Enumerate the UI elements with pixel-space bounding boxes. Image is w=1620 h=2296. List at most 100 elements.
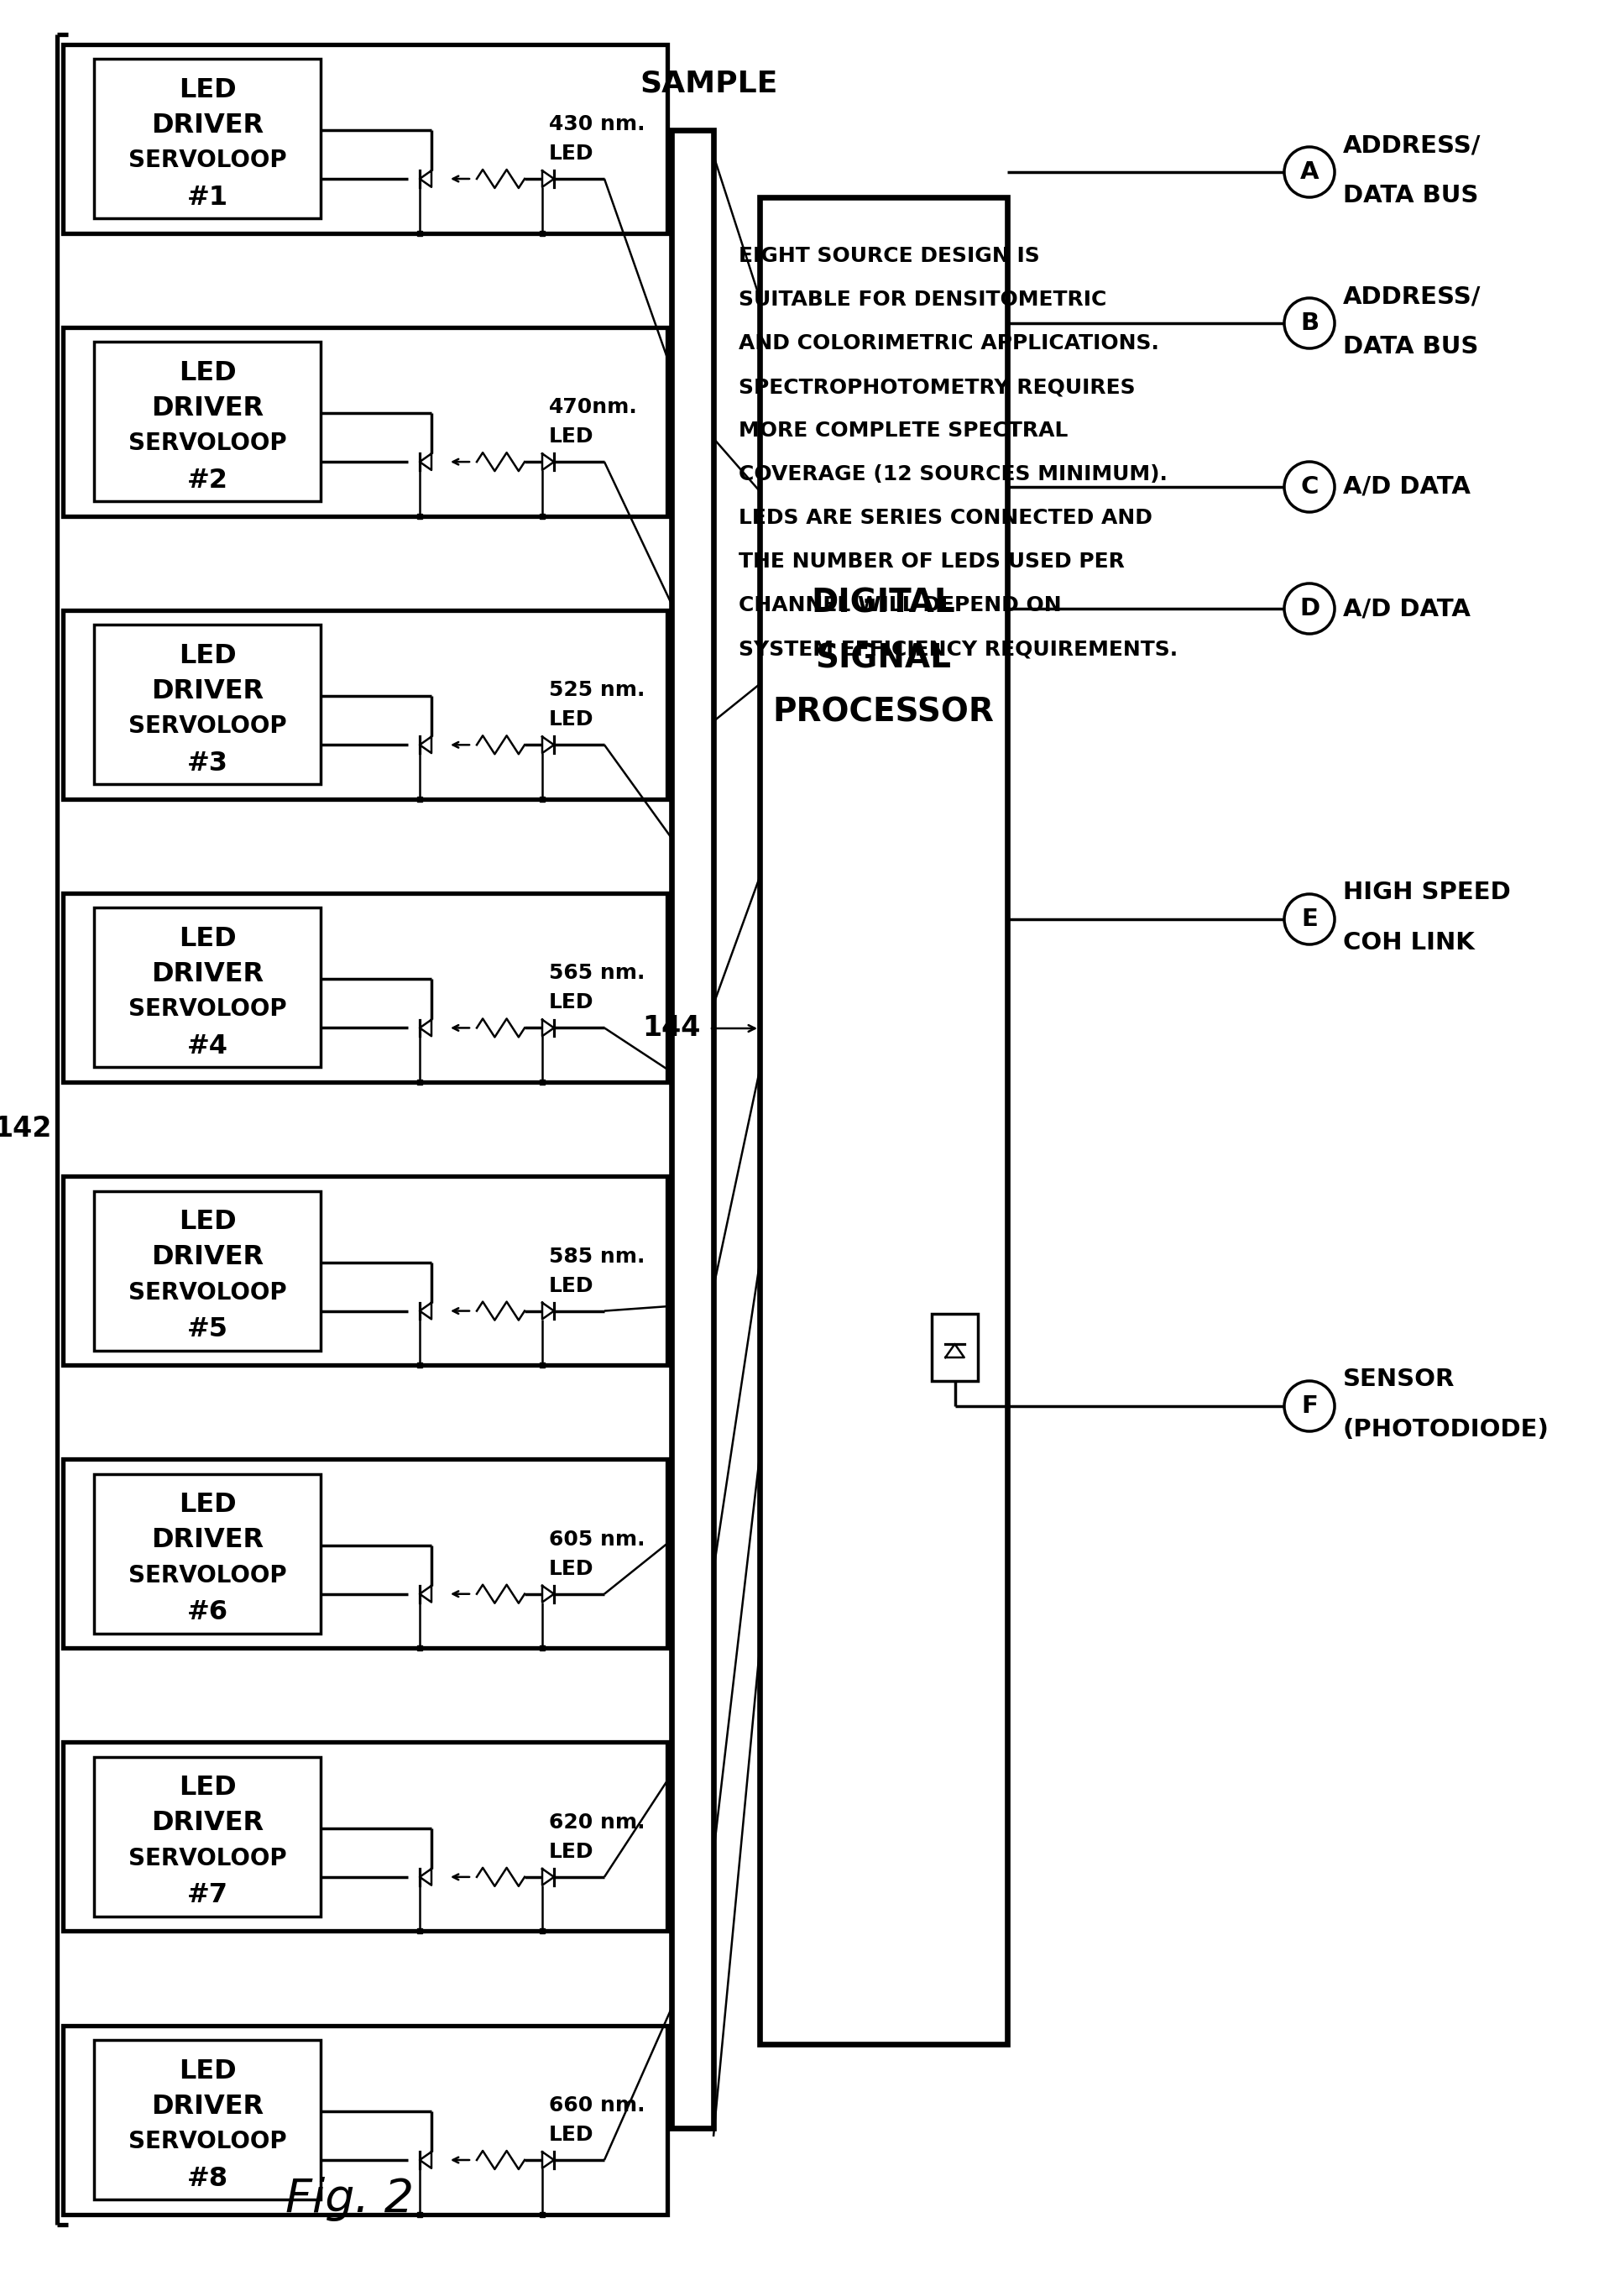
Text: #2: #2 xyxy=(186,468,228,494)
Text: 430 nm.: 430 nm. xyxy=(549,115,645,135)
Text: PROCESSOR: PROCESSOR xyxy=(773,696,995,728)
Text: LED: LED xyxy=(178,76,237,103)
Text: C: C xyxy=(1301,475,1319,498)
Text: DRIVER: DRIVER xyxy=(151,395,264,420)
Bar xyxy=(760,197,1008,2043)
Bar xyxy=(63,1460,667,1649)
Text: SERVOLOOP: SERVOLOOP xyxy=(128,149,287,172)
Text: #7: #7 xyxy=(186,1883,228,1908)
Text: #8: #8 xyxy=(186,2165,228,2190)
Text: DIGITAL: DIGITAL xyxy=(812,588,956,620)
Text: ADDRESS/: ADDRESS/ xyxy=(1343,133,1481,156)
Text: F: F xyxy=(1301,1394,1317,1419)
Text: LED: LED xyxy=(549,1277,595,1295)
Bar xyxy=(63,326,667,517)
Text: SPECTROPHOTOMETRY REQUIRES: SPECTROPHOTOMETRY REQUIRES xyxy=(739,377,1136,397)
Bar xyxy=(94,1756,321,1917)
Text: Fig. 2: Fig. 2 xyxy=(285,2177,413,2223)
Text: DRIVER: DRIVER xyxy=(151,677,264,705)
Text: COVERAGE (12 SOURCES MINIMUM).: COVERAGE (12 SOURCES MINIMUM). xyxy=(739,464,1168,484)
Text: DRIVER: DRIVER xyxy=(151,113,264,138)
Bar xyxy=(63,2025,667,2213)
Text: DRIVER: DRIVER xyxy=(151,1527,264,1552)
Text: LED: LED xyxy=(549,709,595,730)
Text: A/D DATA: A/D DATA xyxy=(1343,597,1471,620)
Text: 605 nm.: 605 nm. xyxy=(549,1529,645,1550)
Text: D: D xyxy=(1299,597,1320,620)
Text: #6: #6 xyxy=(186,1600,228,1626)
Text: EIGHT SOURCE DESIGN IS: EIGHT SOURCE DESIGN IS xyxy=(739,246,1040,266)
Text: (PHOTODIODE): (PHOTODIODE) xyxy=(1343,1419,1549,1442)
Text: #1: #1 xyxy=(186,184,228,211)
Text: THE NUMBER OF LEDS USED PER: THE NUMBER OF LEDS USED PER xyxy=(739,551,1124,572)
Text: SERVOLOOP: SERVOLOOP xyxy=(128,1564,287,1587)
Text: LED: LED xyxy=(549,145,595,163)
Text: MORE COMPLETE SPECTRAL: MORE COMPLETE SPECTRAL xyxy=(739,420,1068,441)
Text: DRIVER: DRIVER xyxy=(151,1809,264,1837)
Text: #4: #4 xyxy=(186,1033,228,1058)
Text: ADDRESS/: ADDRESS/ xyxy=(1343,285,1481,308)
Bar xyxy=(63,893,667,1081)
Bar xyxy=(94,1192,321,1350)
Text: SAMPLE: SAMPLE xyxy=(640,69,778,99)
Bar xyxy=(94,60,321,218)
Text: LED: LED xyxy=(178,643,237,668)
Text: LED: LED xyxy=(178,2057,237,2085)
Text: DRIVER: DRIVER xyxy=(151,1244,264,1270)
Text: 525 nm.: 525 nm. xyxy=(549,680,645,700)
Text: LED: LED xyxy=(549,427,595,448)
Text: LED: LED xyxy=(549,1559,595,1580)
Text: SENSOR: SENSOR xyxy=(1343,1368,1455,1391)
Text: SERVOLOOP: SERVOLOOP xyxy=(128,1281,287,1304)
Text: SERVOLOOP: SERVOLOOP xyxy=(128,432,287,455)
Text: B: B xyxy=(1301,312,1319,335)
Text: LED: LED xyxy=(178,1210,237,1235)
Bar xyxy=(63,1743,667,1931)
Text: DATA BUS: DATA BUS xyxy=(1343,335,1479,358)
Text: #5: #5 xyxy=(186,1316,228,1343)
Text: 470nm.: 470nm. xyxy=(549,397,638,418)
Text: SERVOLOOP: SERVOLOOP xyxy=(128,999,287,1022)
Text: DATA BUS: DATA BUS xyxy=(1343,184,1479,207)
Text: SERVOLOOP: SERVOLOOP xyxy=(128,714,287,737)
Bar xyxy=(63,1176,667,1366)
Text: CHANNEL WILL DEPEND ON: CHANNEL WILL DEPEND ON xyxy=(739,595,1061,615)
Text: A/D DATA: A/D DATA xyxy=(1343,475,1471,498)
Bar xyxy=(63,44,667,232)
Text: 565 nm.: 565 nm. xyxy=(549,964,645,983)
Bar xyxy=(94,625,321,785)
Text: LED: LED xyxy=(549,1841,595,1862)
Text: SYSTEM EFFICIENCY REQUIREMENTS.: SYSTEM EFFICIENCY REQUIREMENTS. xyxy=(739,638,1178,659)
Text: SUITABLE FOR DENSITOMETRIC: SUITABLE FOR DENSITOMETRIC xyxy=(739,289,1106,310)
Text: DRIVER: DRIVER xyxy=(151,962,264,987)
Text: 585 nm.: 585 nm. xyxy=(549,1247,645,1267)
Bar xyxy=(94,907,321,1068)
Bar xyxy=(63,611,667,799)
Text: A: A xyxy=(1299,161,1319,184)
Text: COH LINK: COH LINK xyxy=(1343,930,1474,955)
Text: E: E xyxy=(1301,907,1317,930)
Bar xyxy=(672,131,713,2128)
Text: LED: LED xyxy=(178,360,237,386)
Text: 142: 142 xyxy=(0,1116,52,1143)
Text: LEDS ARE SERIES CONNECTED AND: LEDS ARE SERIES CONNECTED AND xyxy=(739,507,1152,528)
Bar xyxy=(94,1474,321,1632)
Text: LED: LED xyxy=(549,2124,595,2144)
Text: LED: LED xyxy=(549,992,595,1013)
Text: AND COLORIMETRIC APPLICATIONS.: AND COLORIMETRIC APPLICATIONS. xyxy=(739,333,1158,354)
Bar xyxy=(94,2039,321,2200)
Text: 144: 144 xyxy=(643,1015,701,1042)
Text: DRIVER: DRIVER xyxy=(151,2094,264,2119)
Text: HIGH SPEED: HIGH SPEED xyxy=(1343,882,1511,905)
Text: LED: LED xyxy=(178,1775,237,1800)
Text: SERVOLOOP: SERVOLOOP xyxy=(128,2131,287,2154)
Text: LED: LED xyxy=(178,925,237,953)
Text: SERVOLOOP: SERVOLOOP xyxy=(128,1846,287,1871)
Text: SIGNAL: SIGNAL xyxy=(815,643,951,675)
Text: LED: LED xyxy=(178,1492,237,1518)
Text: 620 nm.: 620 nm. xyxy=(549,1812,645,1832)
Text: 660 nm.: 660 nm. xyxy=(549,2096,645,2115)
Bar xyxy=(932,1313,978,1380)
Bar xyxy=(94,342,321,501)
Text: #3: #3 xyxy=(186,751,228,776)
